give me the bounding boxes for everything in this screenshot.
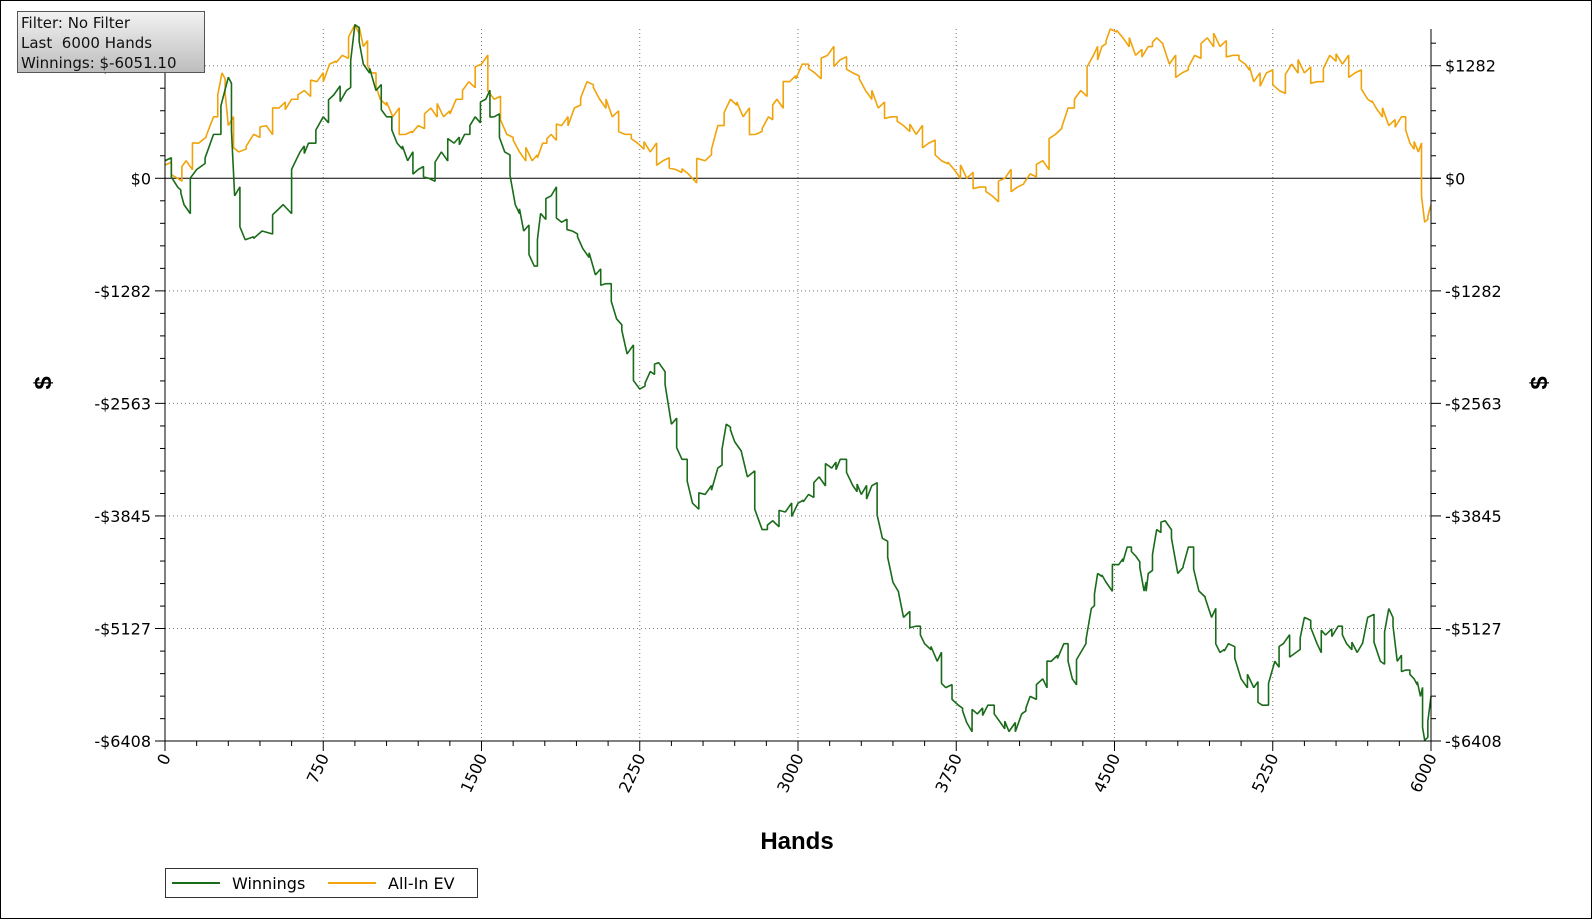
legend-label-winnings: Winnings (232, 873, 306, 893)
chart-legend: Winnings All-In EV (165, 868, 478, 898)
axis-layer: 07501500225030003750450052506000$1282$12… (94, 29, 1502, 796)
x-axis-title: Hands (760, 828, 833, 855)
grid-layer (165, 29, 1441, 741)
y-tick-label-left: -$3845 (94, 507, 151, 526)
series-line-allin-ev (164, 24, 1432, 223)
filter-label: Filter: No Filter (21, 14, 131, 32)
x-tick-label: 750 (303, 751, 333, 787)
y-tick-label-right: -$1282 (1445, 282, 1502, 301)
y-tick-label-left: -$1282 (94, 282, 151, 301)
filter-info-box: Filter: No Filter Last 6000 Hands Winnings… (17, 11, 205, 73)
hands-count-label: Last 6000 Hands (21, 34, 153, 52)
legend-item-winnings: Winnings (172, 869, 305, 897)
x-tick-label: 1500 (457, 751, 491, 796)
series-line-winnings (164, 23, 1432, 741)
x-tick-label: 0 (153, 751, 175, 768)
y-axis-title-left: $ (30, 376, 57, 390)
y-tick-label-right: -$5127 (1445, 620, 1502, 639)
y-tick-label-right: -$3845 (1445, 507, 1502, 526)
x-tick-label: 2250 (615, 751, 649, 796)
winnings-total-label: Winnings: $-6051.10 (21, 54, 177, 72)
y-tick-label-right: $1282 (1445, 57, 1496, 76)
legend-item-allin-ev: All-In EV (328, 869, 455, 897)
y-tick-label-right: $0 (1445, 169, 1465, 188)
x-tick-label: 5250 (1248, 751, 1282, 796)
legend-swatch-allin-ev (328, 882, 376, 884)
series-layer (164, 23, 1432, 741)
y-tick-label-right: -$2563 (1445, 394, 1502, 413)
legend-label-allin-ev: All-In EV (388, 873, 455, 893)
y-tick-label-right: -$6408 (1445, 732, 1502, 751)
x-tick-label: 3000 (773, 751, 807, 796)
y-tick-label-left: $0 (131, 169, 151, 188)
x-tick-label: 4500 (1090, 751, 1124, 796)
y-tick-label-left: -$5127 (94, 620, 151, 639)
x-tick-label: 3750 (931, 751, 965, 796)
x-tick-label: 6000 (1406, 751, 1440, 796)
legend-swatch-winnings (172, 882, 220, 884)
y-tick-label-left: -$6408 (94, 732, 151, 751)
y-tick-label-left: -$2563 (94, 394, 151, 413)
y-axis-title-right: $ (1526, 376, 1553, 390)
